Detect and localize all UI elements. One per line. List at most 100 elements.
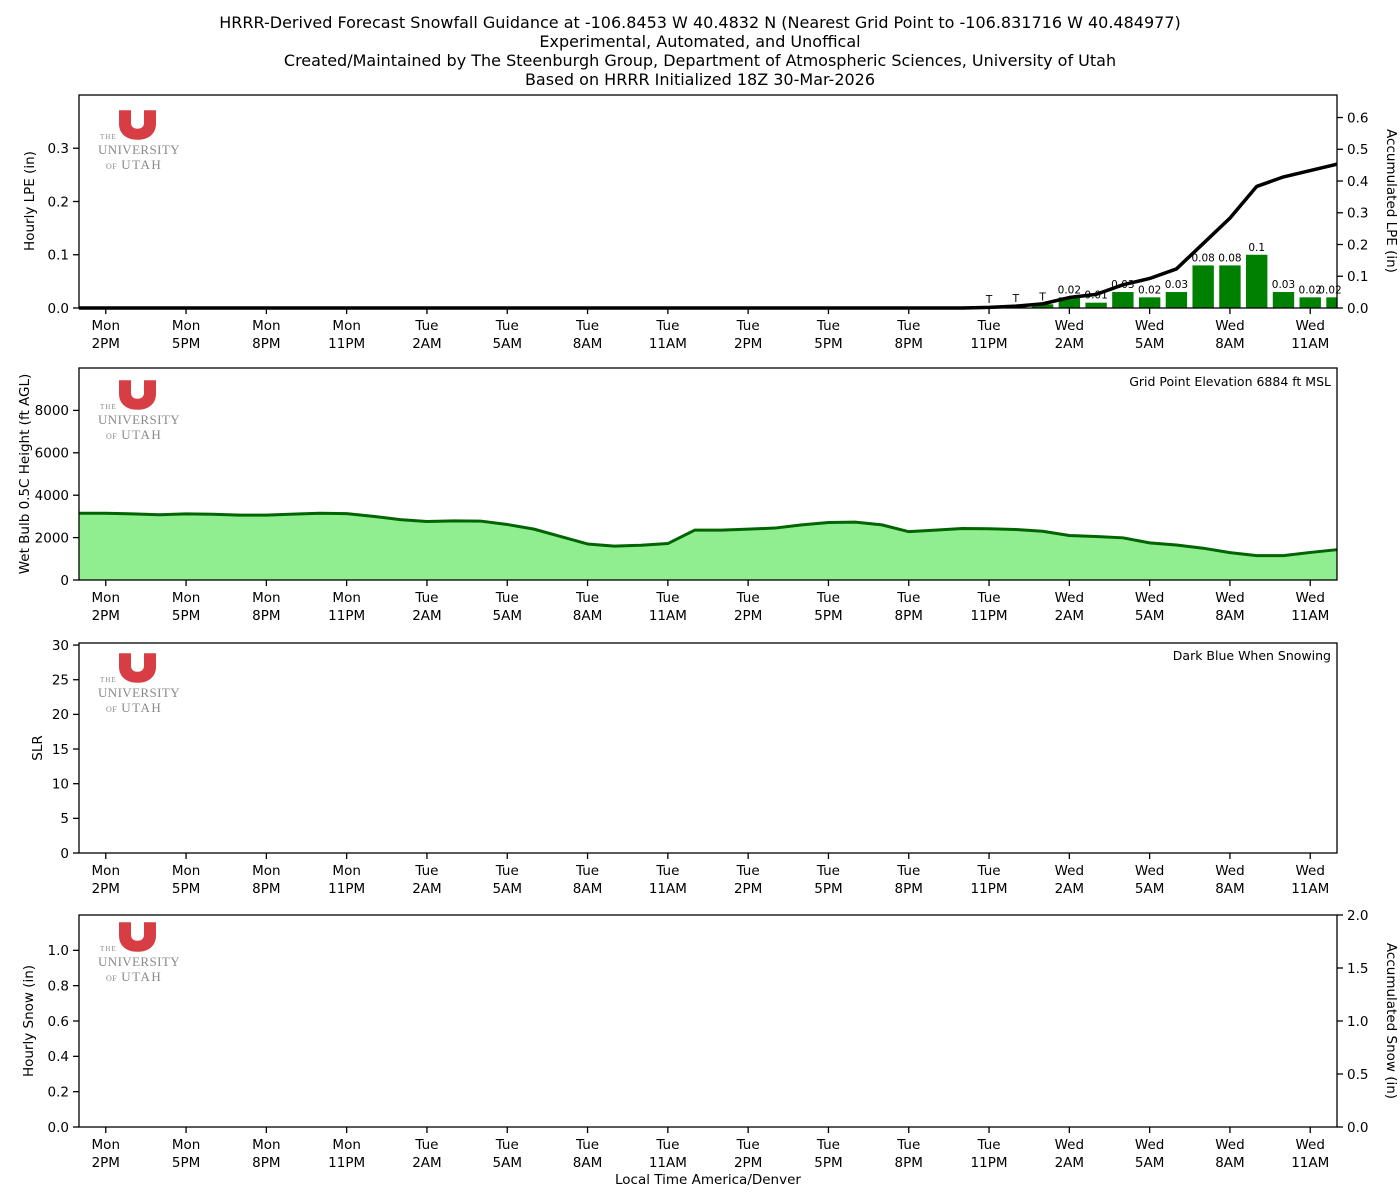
y-tick-label: 0 [60, 846, 69, 862]
y-tick-label: 0.0 [48, 1120, 69, 1136]
bar-value-label: 0.02 [1299, 284, 1322, 296]
logo-of-utah: OF UTAH [106, 156, 162, 174]
y-tick-right-label: 0.2 [1347, 237, 1368, 253]
lpe-bar [1058, 297, 1081, 308]
utah-logo: THE UNIVERSITY OF UTAH [98, 378, 180, 442]
logo-of-utah: OF UTAH [106, 968, 162, 986]
x-axis-label: Local Time America/Denver [615, 1172, 801, 1188]
x-tick-label: Tue 8PM [895, 318, 923, 352]
x-tick-label: Mon 5PM [172, 590, 200, 624]
lpe-right-axis-label: Accumulated LPE (in) [1383, 129, 1399, 273]
lpe-bar [1272, 292, 1295, 308]
x-tick-label: Wed 5AM [1135, 318, 1164, 352]
bar-value-label: 0.1 [1248, 242, 1265, 254]
plot-border [78, 914, 1338, 1128]
x-tick-label: Tue 11AM [649, 318, 687, 352]
x-tick-label: Tue 2AM [412, 318, 441, 352]
x-tick-label: Mon 5PM [172, 1137, 200, 1171]
x-tick-label: Mon 11PM [328, 318, 365, 352]
lpe-y-axis-label: Hourly LPE (in) [22, 151, 38, 251]
wetbulb-height-panel: Mon 2PM Mon 5PM Mon 8PM Mon 11PM Tue 2AM Tue 5AM Tue… [35, 367, 1338, 624]
x-tick-label: Tue 8AM [573, 863, 602, 897]
y-tick-label: 0.4 [48, 1049, 69, 1065]
lpe-bar [1246, 254, 1268, 308]
x-tick-label: Tue 5AM [493, 1137, 522, 1171]
x-tick-label: Tue 8PM [895, 590, 923, 624]
bar-value-label: T [1038, 291, 1046, 303]
hourly-snow-panel: Mon 2PM Mon 5PM Mon 8PM Mon 11PM Tue 2AM Tue 5AM Tue… [48, 908, 1369, 1171]
snowing-color-annotation: Dark Blue When Snowing [1173, 648, 1331, 663]
lpe-bar [1219, 265, 1241, 308]
title-line-1: HRRR-Derived Forecast Snowfall Guidance … [219, 13, 1181, 32]
y-tick-right-label: 0.6 [1347, 110, 1368, 126]
lpe-bar [1165, 292, 1188, 308]
figure-title: HRRR-Derived Forecast Snowfall Guidance … [0, 13, 1400, 89]
y-tick-label: 0.2 [48, 194, 69, 210]
y-tick-label: 8000 [35, 403, 69, 419]
y-tick-right-label: 1.5 [1347, 961, 1368, 977]
bar-value-label: T [985, 294, 993, 306]
bar-value-label: 0.02 [1058, 284, 1081, 296]
x-tick-label: Tue 5PM [814, 318, 842, 352]
x-tick-label: Tue 8PM [895, 863, 923, 897]
plot-border [78, 367, 1338, 581]
x-tick-label: Tue 2AM [412, 590, 441, 624]
x-tick-label: Mon 2PM [92, 863, 120, 897]
x-tick-label: Tue 5AM [493, 590, 522, 624]
bar-value-label: 0.08 [1191, 252, 1214, 264]
y-tick-label: 2000 [35, 530, 69, 546]
title-line-2: Experimental, Automated, and Unoffical [539, 32, 861, 51]
x-tick-label: Wed 2AM [1055, 1137, 1084, 1171]
title-line-4: Based on HRRR Initialized 18Z 30-Mar-202… [524, 70, 876, 89]
logo-university: UNIVERSITY [98, 412, 180, 427]
x-tick-label: Tue 5PM [814, 1137, 842, 1171]
x-tick-label: Wed 11AM [1291, 1137, 1329, 1171]
x-tick-label: Tue 2AM [412, 863, 441, 897]
x-tick-label: Mon 11PM [328, 590, 365, 624]
x-tick-label: Mon 8PM [252, 590, 280, 624]
bar-value-label: 0.08 [1218, 252, 1241, 264]
snow-y-axis-label: Hourly Snow (in) [21, 965, 37, 1077]
x-tick-label: Tue 2PM [734, 1137, 762, 1171]
x-tick-label: Mon 11PM [328, 1137, 365, 1171]
wetbulb-line [79, 511, 1338, 558]
x-tick-label: Tue 11AM [649, 1137, 687, 1171]
y-tick-label: 0.6 [48, 1014, 69, 1030]
logo-university: UNIVERSITY [98, 954, 180, 969]
y-tick-right-label: 0.1 [1347, 269, 1368, 285]
y-tick-label: 0.0 [48, 301, 69, 317]
x-tick-label: Tue 8AM [573, 1137, 602, 1171]
bar-value-label: 0.03 [1272, 279, 1295, 291]
x-tick-label: Tue 2PM [734, 863, 762, 897]
x-tick-label: Wed 8AM [1215, 1137, 1244, 1171]
x-tick-label: Wed 2AM [1055, 863, 1084, 897]
x-tick-label: Mon 8PM [252, 318, 280, 352]
lpe-bar [1031, 304, 1054, 308]
y-tick-right-label: 0.0 [1347, 1120, 1368, 1136]
y-tick-label: 30 [52, 638, 69, 654]
x-tick-label: Wed 8AM [1215, 590, 1244, 624]
x-tick-label: Wed 5AM [1135, 590, 1164, 624]
x-tick-label: Tue 2PM [734, 590, 762, 624]
plot-border [78, 94, 1338, 309]
logo-of: OF [106, 705, 118, 714]
x-tick-label: Mon 11PM [328, 863, 365, 897]
y-tick-right-label: 0.4 [1347, 174, 1368, 190]
lpe-bar [1326, 297, 1337, 308]
snow-right-axis-label: Accumulated Snow (in) [1383, 943, 1399, 1099]
x-tick-label: Tue 8PM [895, 1137, 923, 1171]
u-mark-icon [119, 922, 156, 952]
logo-the: THE [100, 403, 117, 411]
x-tick-label: Tue 11PM [971, 863, 1008, 897]
y-tick-label: 4000 [35, 488, 69, 504]
x-tick-label: Tue 8AM [573, 590, 602, 624]
logo-university: UNIVERSITY [98, 685, 180, 700]
y-tick-label: 25 [52, 673, 69, 689]
x-tick-label: Tue 11PM [971, 318, 1008, 352]
x-tick-label: Wed 2AM [1055, 318, 1084, 352]
y-tick-label: 0.8 [48, 978, 69, 994]
y-tick-right-label: 0.5 [1347, 1067, 1368, 1083]
y-tick-right-label: 1.0 [1347, 1014, 1368, 1030]
logo-of: OF [106, 432, 118, 441]
